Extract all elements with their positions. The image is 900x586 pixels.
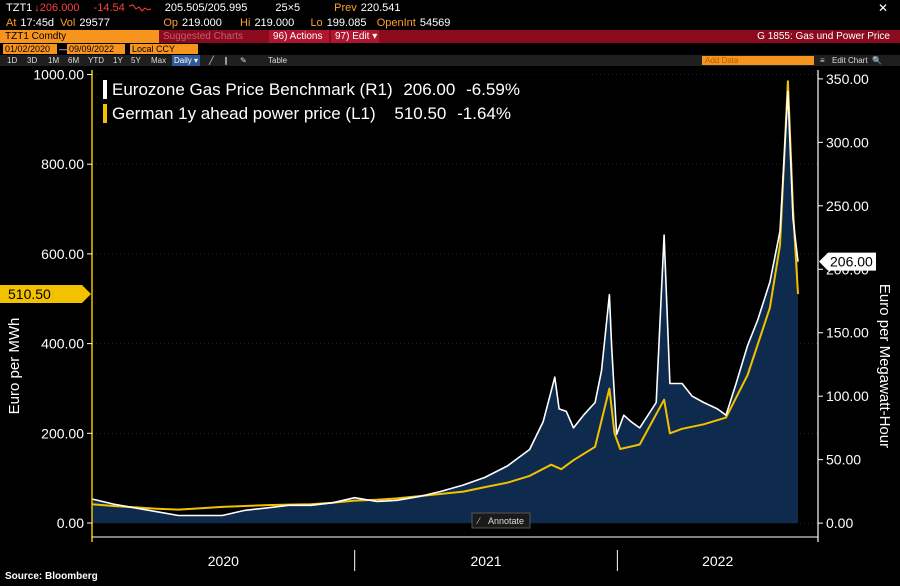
add-data-input[interactable]: Add Data [702, 56, 814, 65]
left-last-value-tag [0, 285, 91, 304]
bid-ask-size: 25×5 [275, 2, 301, 14]
right-tick-label: 50.00 [826, 452, 861, 468]
prev-value: 220.541 [360, 2, 401, 14]
left-tick-label: 600.00 [41, 246, 84, 262]
legend-swatch-gas [103, 80, 107, 99]
vol-label: Vol [60, 17, 76, 29]
legend-gas-last: 206.00 [403, 80, 455, 99]
open-interest-value: 54569 [419, 17, 451, 29]
annotate-pencil-icon: ⁄ [476, 516, 481, 526]
close-icon[interactable]: ✕ [877, 1, 888, 15]
line-chart-icon[interactable]: ╱ [209, 56, 214, 65]
security-field[interactable]: TZT1 Comdty [0, 30, 159, 43]
chart-toolbar: 1D 3D 1M 6M YTD 1Y 5Y Max Daily ▾ ╱ ∥ ✎ … [0, 55, 900, 66]
legend-entry-power: German 1y ahead power price (L1) 510.50 … [112, 104, 511, 123]
series-lines [91, 80, 799, 517]
price-chart: 0.00 200.00 400.00 600.00 800.00 1000.00 510.5… [0, 66, 900, 571]
low-label: Lo [310, 17, 323, 29]
chart-settings-icon[interactable]: ≡ [820, 56, 825, 65]
bid-ask: 205.505/205.995 [164, 2, 248, 14]
at-value: 17:45d [20, 17, 55, 29]
date-range-separator: — [59, 44, 68, 54]
table-button[interactable]: Table [268, 56, 288, 65]
end-date-input[interactable]: 09/09/2022 [67, 44, 125, 54]
left-tick-label: 400.00 [41, 336, 84, 352]
ticker-bar: TZT1 ↓206.000 -14.54 205.505/205.995 25×… [0, 0, 900, 16]
actions-menu[interactable]: 96) Actions ▾ [269, 30, 329, 55]
bar-chart-icon[interactable]: ∥ [224, 56, 228, 65]
draw-tool-icon[interactable]: ✎ [240, 56, 247, 65]
graph-title: G 1855: Gas und Power Price [757, 31, 890, 42]
right-tick-label: 150.00 [826, 325, 869, 341]
menu-bar: TZT1 Comdty Suggested Charts 96) Actions… [0, 30, 900, 55]
edit-menu[interactable]: 97) Edit ▾ [331, 30, 379, 43]
right-axis-label: Euro per Megawatt-Hour [876, 284, 893, 448]
period-5y-button[interactable]: 5Y [131, 56, 141, 65]
annotate-button[interactable]: ⁄ Annotate [471, 512, 531, 529]
right-axis: 0.0050.00100.00150.00200.00250.00300.003… [817, 70, 876, 542]
x-tick-label: 2020 [208, 553, 239, 569]
low-value: 199.085 [326, 17, 367, 29]
x-tick-label: 2022 [702, 553, 733, 569]
period-ytd-button[interactable]: YTD [88, 56, 104, 65]
period-1d-button[interactable]: 1D [7, 56, 18, 65]
right-tick-label: 0.00 [826, 515, 853, 531]
period-3d-button[interactable]: 3D [27, 56, 38, 65]
currency-select[interactable]: Local CCY [130, 44, 198, 54]
period-1y-button[interactable]: 1Y [113, 56, 123, 65]
left-axis-label: Euro per MWh [6, 318, 23, 415]
open-label: Op [163, 17, 179, 29]
open-interest-label: OpenInt [376, 17, 416, 29]
left-tick-label: 800.00 [41, 156, 84, 172]
gas-price-line [91, 90, 799, 517]
right-last-value-text: 206.00 [830, 254, 873, 270]
x-axis: 2020 2021 2022 [92, 536, 818, 571]
period-max-button[interactable]: Max [151, 56, 167, 65]
legend-entry-gas: Eurozone Gas Price Benchmark (R1) 206.00… [112, 80, 520, 99]
at-label: At [6, 17, 17, 29]
legend-swatch-power [103, 104, 107, 123]
date-range-bar: 01/02/2020 — 09/09/2022 Local CCY [0, 43, 900, 55]
x-tick-label: 2021 [470, 553, 501, 569]
high-label: Hi [240, 17, 251, 29]
left-axis: 0.00 200.00 400.00 600.00 800.00 1000.00 510.5… [0, 66, 93, 542]
annotate-label: Annotate [488, 516, 524, 526]
legend-background [100, 71, 591, 127]
left-last-value-text: 510.50 [8, 286, 51, 302]
legend-power-last: 510.50 [394, 104, 446, 123]
right-last-value-tag [819, 252, 876, 271]
period-1m-button[interactable]: 1M [48, 56, 60, 65]
gas-area-fill [92, 91, 798, 524]
zoom-icon[interactable]: 🔍 [872, 56, 882, 65]
frequency-select[interactable]: Daily ▾ [172, 55, 201, 66]
last-price: ↓206.000 [34, 2, 80, 14]
power-price-line [91, 80, 799, 511]
left-tick-label: 1000.00 [33, 66, 84, 82]
legend-gas-change: -6.59% [466, 80, 520, 99]
suggested-charts-button[interactable]: Suggested Charts [163, 31, 244, 42]
high-value: 219.000 [254, 17, 295, 29]
left-tick-label: 0.00 [57, 515, 84, 531]
right-tick-label: 250.00 [826, 198, 869, 214]
start-date-input[interactable]: 01/02/2020 [3, 44, 57, 54]
right-tick-label: 350.00 [826, 71, 869, 87]
right-tick-label: 300.00 [826, 134, 869, 150]
source-note: Source: Bloomberg [5, 571, 98, 582]
legend-power-change: -1.64% [457, 104, 511, 123]
ticker-symbol: TZT1 [6, 2, 33, 14]
net-change: -14.54 [93, 2, 125, 14]
left-tick-label: 200.00 [41, 425, 84, 441]
legend-gas-label: Eurozone Gas Price Benchmark (R1) [112, 80, 393, 99]
open-value: 219.000 [182, 17, 222, 29]
right-tick-label: 100.00 [826, 388, 869, 404]
gas-area [92, 91, 798, 524]
quote-stats-bar: At 17:45d Vol 29577 Op 219.000 Hi 219.00… [0, 16, 900, 30]
period-6m-button[interactable]: 6M [68, 56, 80, 65]
prev-label: Prev [334, 2, 357, 14]
legend: Eurozone Gas Price Benchmark (R1) 206.00… [100, 71, 591, 127]
edit-chart-button[interactable]: Edit Chart [832, 56, 868, 65]
legend-power-label: German 1y ahead power price (L1) [112, 104, 376, 123]
sparkline-icon [128, 4, 151, 12]
vol-value: 29577 [79, 17, 110, 29]
